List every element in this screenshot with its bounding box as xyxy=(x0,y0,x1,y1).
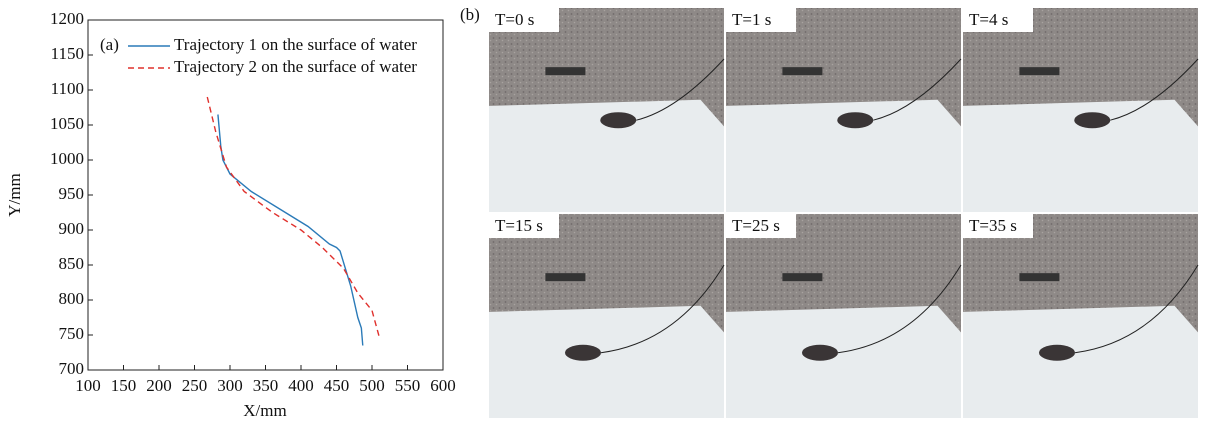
x-tick-label: 350 xyxy=(253,376,279,395)
photo-bricks xyxy=(1019,67,1059,75)
x-tick-label: 300 xyxy=(217,376,243,395)
photo-robot xyxy=(565,345,601,361)
x-tick-label: 600 xyxy=(430,376,456,395)
photo-label: T=25 s xyxy=(732,216,780,235)
y-tick-label: 1200 xyxy=(50,9,84,28)
x-tick-label: 250 xyxy=(182,376,208,395)
x-tick-label: 200 xyxy=(146,376,172,395)
x-tick-label: 450 xyxy=(324,376,350,395)
photo-robot xyxy=(1074,112,1110,128)
y-axis-label: Y/mm xyxy=(5,173,24,216)
photo-label: T=0 s xyxy=(495,10,534,29)
legend-label: Trajectory 2 on the surface of water xyxy=(174,57,417,76)
photo-bricks xyxy=(782,67,822,75)
x-tick-label: 100 xyxy=(75,376,101,395)
panel-label: (a) xyxy=(100,35,119,54)
photo-robot xyxy=(802,345,838,361)
photo-frame: T=35 s xyxy=(963,214,1198,418)
y-tick-label: 800 xyxy=(59,289,85,308)
photo-board xyxy=(726,306,961,418)
figure: (a) X/mm Y/mm (b) 100 150 200 250 300 350 400 4… xyxy=(0,0,1210,423)
photo-frame: T=15 s xyxy=(489,214,724,418)
photo-frame: T=4 s xyxy=(963,8,1198,212)
x-tick-label: 550 xyxy=(395,376,421,395)
photo-label: T=4 s xyxy=(969,10,1008,29)
y-tick-label: 950 xyxy=(59,184,85,203)
y-tick-label: 1100 xyxy=(51,79,84,98)
photo-label: T=15 s xyxy=(495,216,543,235)
y-tick-label: 1050 xyxy=(50,114,84,133)
trajectory-line xyxy=(218,115,363,346)
photo-robot xyxy=(1039,345,1075,361)
x-axis-label: X/mm xyxy=(243,401,286,420)
photo-robot xyxy=(837,112,873,128)
photo-bricks xyxy=(545,67,585,75)
photo-bricks xyxy=(545,273,585,281)
y-tick-label: 900 xyxy=(59,219,85,238)
photo-bricks xyxy=(1019,273,1059,281)
photo-robot xyxy=(600,112,636,128)
photo-frame: T=25 s xyxy=(726,214,961,418)
photo-frame: T=0 s xyxy=(489,8,724,212)
photo-board xyxy=(489,306,724,418)
y-tick-label: 700 xyxy=(59,359,85,378)
y-tick-label: 850 xyxy=(59,254,85,273)
y-tick-label: 1000 xyxy=(50,149,84,168)
photo-label: T=1 s xyxy=(732,10,771,29)
photo-label: T=35 s xyxy=(969,216,1017,235)
y-tick-label: 1150 xyxy=(51,44,84,63)
photo-bricks xyxy=(782,273,822,281)
photo-board xyxy=(963,306,1198,418)
x-tick-label: 500 xyxy=(359,376,385,395)
x-tick-label: 150 xyxy=(111,376,137,395)
y-tick-label: 750 xyxy=(59,324,85,343)
x-tick-label: 400 xyxy=(288,376,314,395)
legend-label: Trajectory 1 on the surface of water xyxy=(174,35,417,54)
panel-label: (b) xyxy=(460,5,480,24)
photo-frame: T=1 s xyxy=(726,8,961,212)
